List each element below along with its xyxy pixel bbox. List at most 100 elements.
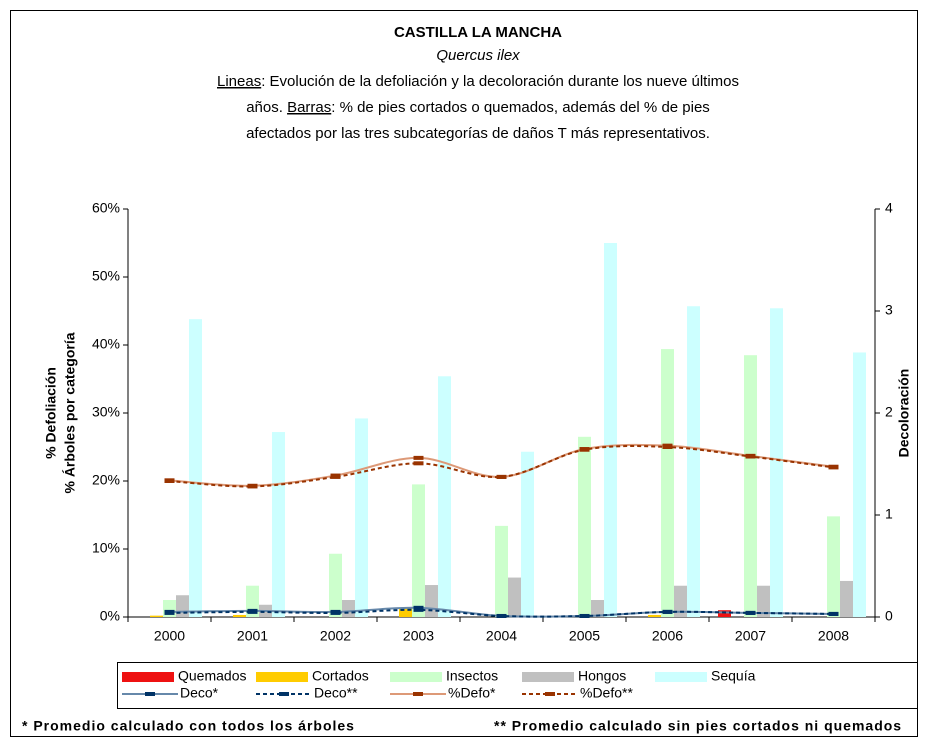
- bar: [827, 516, 840, 617]
- bar: [578, 436, 591, 617]
- legend-swatch: [390, 672, 442, 682]
- x-tick-label: 2001: [237, 628, 268, 644]
- y2-axis-title: Decoloración: [896, 369, 912, 458]
- legend-label: Sequía: [711, 668, 756, 684]
- line: [169, 445, 834, 488]
- subtitle-part: Barras: [287, 99, 331, 116]
- y-tick-label: 60%: [92, 200, 120, 216]
- y-tick-label: 0%: [100, 608, 120, 624]
- bar: [189, 319, 202, 617]
- bar: [674, 585, 687, 617]
- legend-marker: [413, 692, 423, 696]
- species: Quercus ilex: [436, 47, 520, 64]
- subtitle-part: Lineas: [217, 73, 261, 90]
- subtitle-part: : % de pies cortados o quemados, además …: [331, 99, 710, 116]
- x-tick-label: 2000: [154, 628, 185, 644]
- y-axis-title: % Defoliación: [43, 367, 59, 459]
- x-tick-label: 2005: [569, 628, 600, 644]
- bar: [591, 600, 604, 617]
- subtitle-line: Lineas: Evolución de la defoliación y la…: [217, 73, 739, 90]
- x-tick-label: 2006: [652, 628, 683, 644]
- bar: [521, 451, 534, 617]
- marker: [413, 605, 424, 610]
- marker: [164, 479, 175, 483]
- y-tick-label: 40%: [92, 336, 120, 352]
- y-tick-label: 30%: [92, 404, 120, 420]
- x-tick-label: 2003: [403, 628, 434, 644]
- marker: [330, 610, 341, 615]
- bar: [495, 525, 508, 617]
- legend-label: Quemados: [178, 668, 246, 684]
- footnote: * Promedio calculado con todos los árbol…: [22, 718, 355, 734]
- x-tick-label: 2007: [735, 628, 766, 644]
- bar: [425, 585, 438, 617]
- subtitle-part: años.: [246, 99, 287, 116]
- legend-label: %Defo**: [580, 685, 633, 701]
- x-tick-label: 2004: [486, 628, 517, 644]
- y2-tick-label: 4: [885, 200, 893, 216]
- bar: [853, 352, 866, 617]
- bar: [687, 306, 700, 617]
- y2-tick-label: 2: [885, 404, 893, 420]
- legend-marker: [545, 692, 555, 696]
- legend-swatch: [122, 672, 174, 682]
- legend-marker: [145, 692, 155, 696]
- legend-label: Deco**: [314, 685, 358, 701]
- marker: [662, 445, 673, 449]
- y-tick-label: 50%: [92, 268, 120, 284]
- y2-tick-label: 0: [885, 608, 893, 624]
- bar: [412, 484, 425, 617]
- marker: [413, 461, 424, 466]
- marker: [164, 610, 175, 615]
- footnote: ** Promedio calculado sin pies cortados …: [494, 718, 902, 734]
- bar: [150, 615, 163, 617]
- legend-marker: [279, 692, 289, 696]
- bar: [718, 610, 731, 617]
- legend: [117, 662, 918, 709]
- bar: [648, 614, 661, 617]
- bar: [770, 308, 783, 617]
- legend-label: Cortados: [312, 668, 369, 684]
- legend-label: Deco*: [180, 685, 219, 701]
- bar: [399, 608, 412, 617]
- legend-swatch: [256, 672, 308, 682]
- bar: [342, 600, 355, 617]
- subtitle-part: : Evolución de la defoliación y la decol…: [261, 73, 739, 90]
- y-axis-title: % Árboles por categoría: [62, 332, 78, 493]
- subtitle-part: afectados por las tres subcategorías de …: [246, 125, 710, 142]
- x-tick-label: 2008: [818, 628, 849, 644]
- y2-tick-label: 3: [885, 302, 893, 318]
- marker: [745, 610, 756, 615]
- legend-label: Insectos: [446, 668, 498, 684]
- chart-title: CASTILLA LA MANCHA: [394, 24, 562, 41]
- bar: [272, 432, 285, 617]
- subtitle-line: años. Barras: % de pies cortados o quema…: [246, 99, 710, 116]
- bar: [233, 614, 246, 617]
- marker: [828, 611, 839, 616]
- bar: [508, 577, 521, 617]
- marker: [579, 447, 590, 452]
- marker: [496, 613, 507, 618]
- bar: [744, 355, 757, 617]
- marker: [745, 454, 756, 459]
- marker: [413, 607, 424, 612]
- marker: [330, 474, 341, 479]
- legend-label: Hongos: [578, 668, 626, 684]
- legend-swatch: [522, 672, 574, 682]
- marker: [247, 484, 258, 489]
- y-tick-label: 20%: [92, 472, 120, 488]
- legend-swatch: [655, 672, 707, 682]
- bar: [757, 585, 770, 617]
- marker: [662, 609, 673, 614]
- marker: [247, 609, 258, 614]
- subtitle-line: afectados por las tres subcategorías de …: [246, 125, 710, 142]
- marker: [413, 455, 424, 460]
- y2-tick-label: 1: [885, 506, 893, 522]
- marker: [579, 613, 590, 618]
- bar: [661, 349, 674, 617]
- marker: [496, 474, 507, 479]
- bar: [329, 553, 342, 617]
- legend-label: %Defo*: [448, 685, 496, 701]
- x-tick-label: 2002: [320, 628, 351, 644]
